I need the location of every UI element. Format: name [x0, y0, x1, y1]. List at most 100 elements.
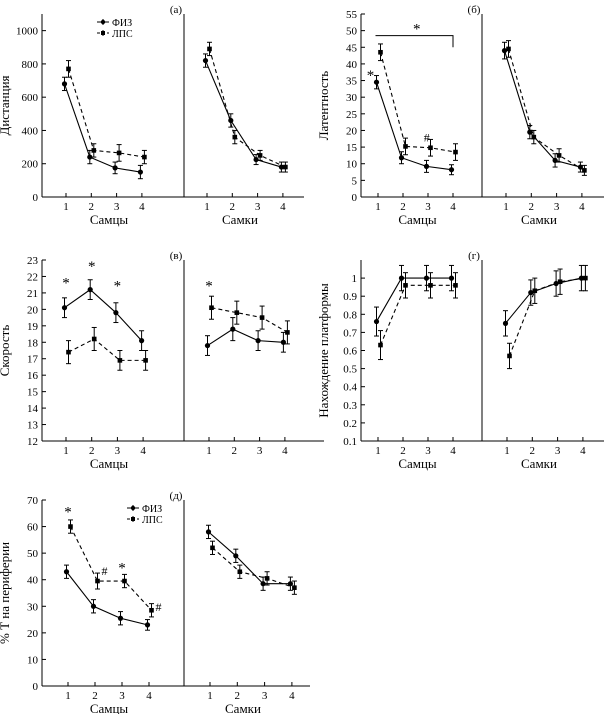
chart-8-series-0-point — [90, 603, 97, 609]
chart-4-y-tick-label: 12 — [27, 436, 38, 448]
chart-1-x-axis-title: Самки — [222, 212, 258, 227]
chart-2-significance-bracket — [375, 35, 454, 48]
chart-6-series-1-point — [453, 283, 458, 288]
chart-8-legend-label-0: ФИЗ — [142, 504, 162, 515]
chart-5-series-1-point — [209, 305, 214, 311]
chart-0-series-1-line — [67, 68, 145, 158]
chart-1-x-tick-label: 4 — [280, 201, 286, 213]
chart-1-series-1-line — [208, 48, 286, 168]
chart-4-series-1-point — [117, 358, 123, 363]
chart-8-y-tick-label: 10 — [27, 654, 39, 666]
chart-9-series-0-line — [208, 531, 291, 585]
chart-2-x-tick-label: 3 — [425, 201, 431, 213]
chart-6-x-axis-title: Самцы — [398, 456, 437, 471]
chart-2-y-tick-label: 40 — [346, 59, 358, 71]
chart-0-x-tick-label: 3 — [114, 201, 120, 213]
chart-8-legend-marker-0 — [130, 505, 136, 511]
chart-6-y-tick-label: 0.8 — [343, 309, 357, 321]
chart-4-y-tick-label: 16 — [27, 370, 39, 382]
chart-6-y-tick-label: 0.9 — [343, 291, 357, 303]
chart-4-annotation: * — [114, 279, 122, 295]
chart-2-x-tick-label: 1 — [375, 201, 381, 213]
chart-5-series-1-line — [211, 307, 288, 333]
chart-4-y-tick-label: 23 — [27, 255, 39, 267]
chart-4-y-tick-label: 13 — [27, 420, 39, 432]
chart-0-legend-marker-0 — [100, 19, 106, 25]
chart-4-x-axis-title: Самцы — [90, 456, 129, 471]
chart-2-series-0-line — [375, 82, 452, 171]
chart-4-y-tick-label: 20 — [27, 304, 39, 316]
chart-0-x-axis-title: Самцы — [90, 212, 129, 227]
chart-4-series-0-point — [87, 287, 93, 293]
chart-4-y-tick-label: 14 — [27, 403, 39, 415]
chart-0-series-0-point — [87, 154, 93, 160]
chart-4-y-tick-label: 17 — [27, 354, 39, 366]
chart-6-x-tick-label: 1 — [375, 445, 381, 457]
chart-8-x-tick-label: 4 — [146, 690, 152, 702]
chart-7-x-tick-label: 3 — [555, 445, 561, 457]
chart-4-x-tick-label: 4 — [140, 445, 146, 457]
chart-7-x-tick-label: 4 — [580, 445, 586, 457]
chart-3-series-1-point — [506, 46, 511, 52]
chart-3-x-tick-label: 1 — [503, 201, 509, 213]
chart-2-y-axis-title: Латентность — [316, 71, 331, 141]
chart-0-y-tick-label: 1000 — [16, 26, 39, 38]
chart-5-series-0-line — [207, 328, 284, 347]
chart-9-x-tick-label: 3 — [262, 690, 268, 702]
chart-8-annotation: * — [64, 505, 72, 521]
chart-8-series-0-line — [66, 571, 148, 626]
chart-0-y-tick-label: 200 — [22, 159, 39, 171]
chart-4-y-tick-label: 21 — [27, 288, 38, 300]
chart-4-panel-label: (в) — [170, 250, 183, 262]
chart-7-series-1-point — [532, 288, 538, 294]
chart-8-panel-label: (д) — [170, 490, 183, 502]
chart-1-x-tick-label: 1 — [204, 201, 210, 213]
chart-8-series-1-point — [149, 607, 154, 613]
chart-8-x-tick-label: 1 — [65, 690, 71, 702]
chart-6-series-1-point — [403, 283, 408, 288]
chart-9-series-0-point — [260, 581, 266, 587]
chart-5-series-0-point — [230, 326, 236, 332]
chart-1-series-0-point — [202, 57, 209, 64]
chart-4-series-1-point — [91, 336, 97, 342]
chart-1-series-0-line — [204, 60, 282, 168]
chart-0-x-tick-label: 1 — [63, 201, 69, 213]
chart-0-y-tick-label: 400 — [22, 125, 39, 137]
chart-5-x-tick-label: 4 — [282, 445, 288, 457]
chart-5-series-0-point — [204, 342, 211, 349]
chart-1-series-1-point — [207, 46, 212, 52]
chart-8-x-tick-label: 2 — [92, 690, 98, 702]
chart-2-panel-label: (б) — [468, 4, 481, 16]
chart-6-y-tick-label: 1 — [352, 273, 358, 285]
chart-2-series-0-point — [373, 79, 380, 85]
chart-6-series-1-line — [379, 284, 456, 346]
chart-2-y-tick-label: 10 — [346, 159, 358, 171]
chart-4-x-tick-label: 2 — [89, 445, 95, 457]
chart-2-x-tick-label: 4 — [450, 201, 456, 213]
chart-0-series-1-point — [91, 148, 97, 153]
chart-1-x-tick-label: 3 — [255, 201, 261, 213]
chart-8-y-axis-title: % Т на периферии — [0, 542, 12, 644]
chart-8-series-1-point — [95, 578, 100, 584]
chart-7-series-0-line — [505, 277, 582, 324]
chart-2-series-1-point — [428, 145, 433, 151]
chart-5-series-1-point — [285, 330, 290, 335]
chart-6-y-tick-label: 0.2 — [343, 418, 357, 430]
chart-8-annotation: * — [118, 560, 126, 576]
chart-0-series-1-point — [66, 66, 71, 72]
chart-5-series-0-point — [280, 339, 286, 345]
chart-0-series-1-point — [142, 154, 147, 160]
chart-7-x-axis-title: Самки — [521, 456, 557, 471]
chart-9-series-0-point — [233, 553, 239, 559]
chart-3-series-0-point — [501, 48, 508, 54]
chart-3-x-axis-title: Самки — [521, 212, 557, 227]
chart-9-x-tick-label: 1 — [207, 690, 213, 702]
chart-5-series-1-point — [234, 310, 240, 315]
chart-1-series-1-point — [257, 153, 263, 158]
chart-6-panel-label: (г) — [468, 250, 480, 262]
chart-7-series-1-line — [508, 277, 586, 357]
chart-4-series-1-line — [68, 338, 146, 361]
chart-3-x-tick-label: 3 — [554, 201, 560, 213]
chart-7-series-1-point — [507, 353, 512, 359]
chart-1-series-1-point — [283, 164, 288, 170]
